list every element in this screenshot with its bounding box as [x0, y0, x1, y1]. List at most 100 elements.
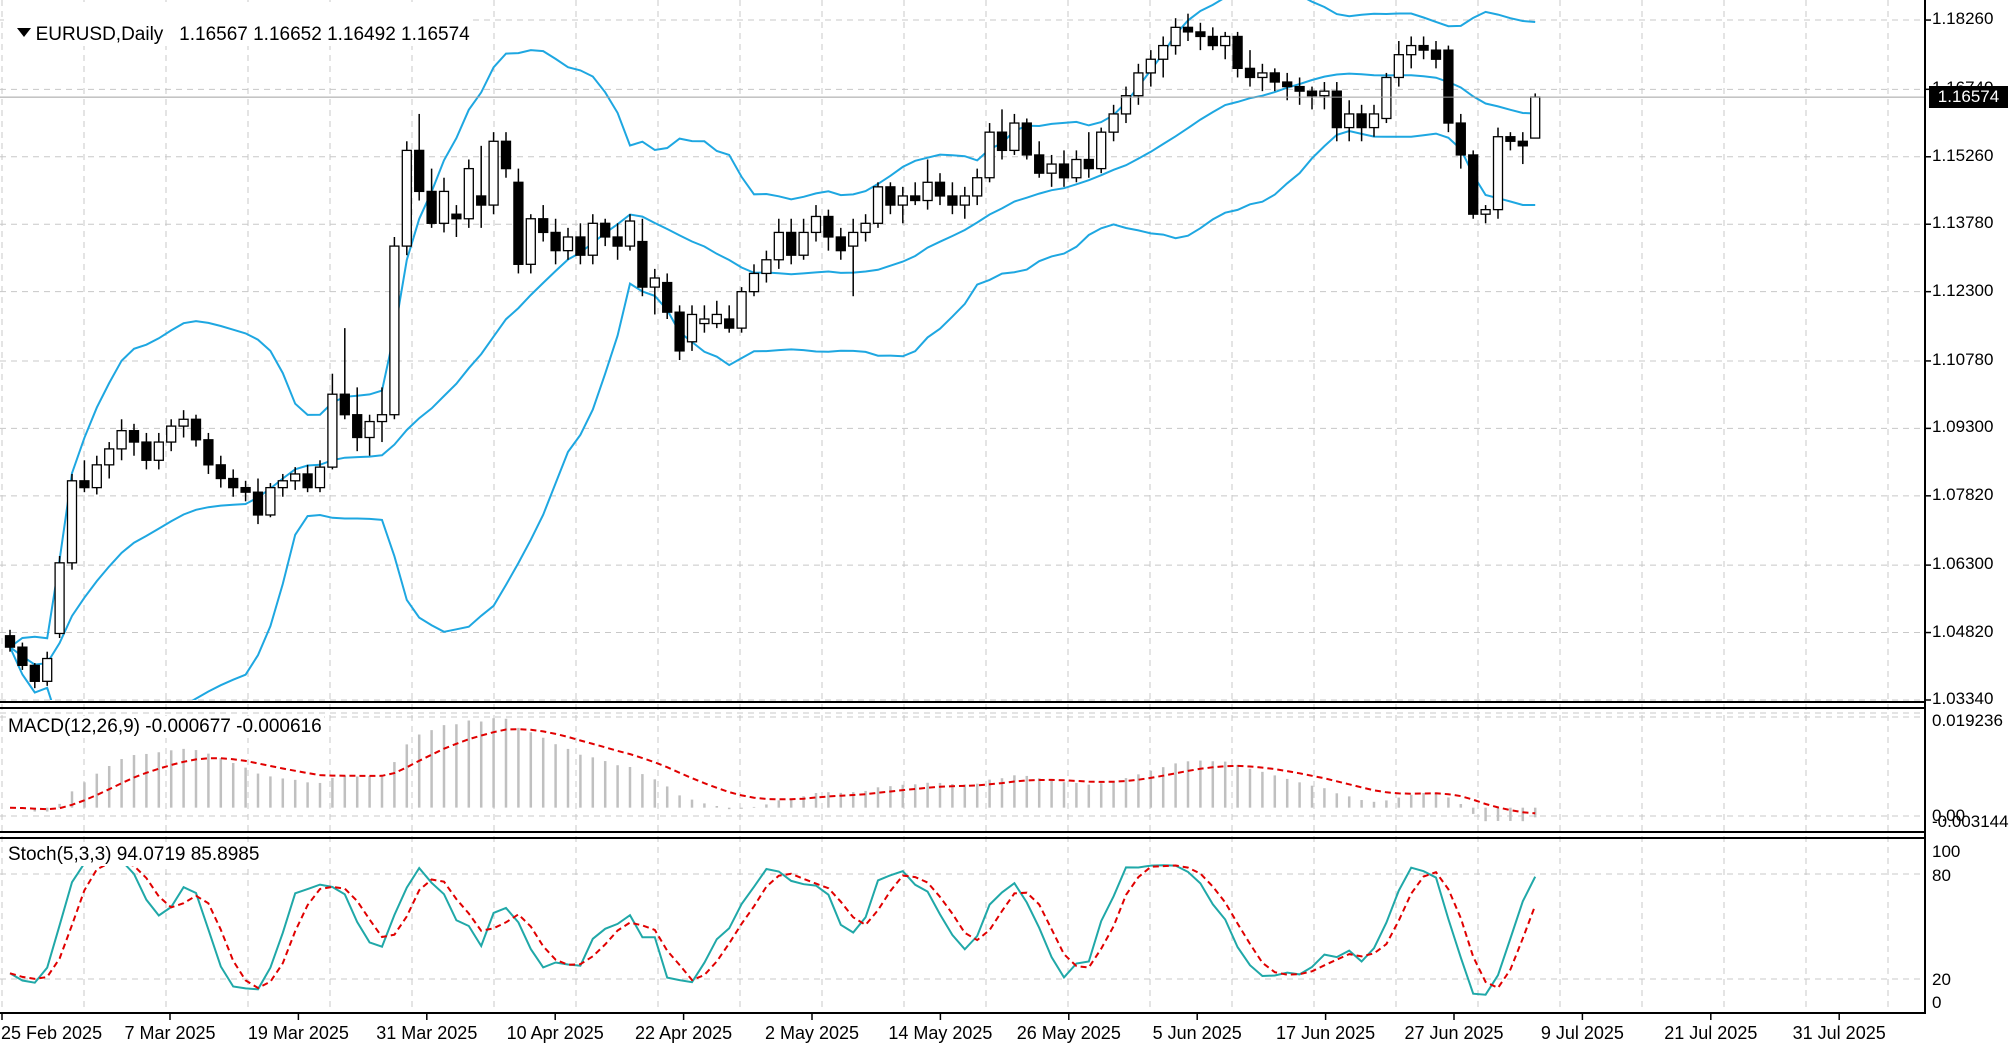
symbol-dropdown-icon[interactable]: [16, 28, 31, 38]
candle-122: [1517, 132, 1528, 165]
candle-116: [1443, 45, 1454, 133]
time-label-1: 7 Mar 2025: [124, 1023, 216, 1043]
macd-signal-line: [9, 728, 1536, 815]
price-label-4: 1.12300: [1932, 280, 1994, 300]
candle-44: [550, 218, 561, 265]
candle-70: [872, 182, 884, 228]
candle-113: [1406, 36, 1417, 69]
candle-35: [438, 177, 450, 233]
candle-83: [1034, 141, 1045, 178]
candle-5: [66, 473, 78, 570]
candle-98: [1220, 31, 1231, 60]
time-label-5: 22 Apr 2025: [635, 1023, 733, 1043]
candle-95: [1182, 13, 1194, 42]
price-label-10: 1.03340: [1932, 689, 1994, 708]
candle-23: [290, 467, 301, 490]
candle-54: [674, 305, 685, 361]
candle-6: [79, 460, 90, 493]
candle-41: [513, 168, 524, 274]
candle-64: [798, 218, 809, 260]
candle-36: [451, 205, 462, 237]
candle-2: [29, 663, 40, 689]
symbol-label: EURUSD,Daily: [35, 24, 164, 45]
candle-97: [1207, 27, 1218, 51]
time-label-4: 10 Apr 2025: [506, 1023, 604, 1043]
candle-120: [1492, 127, 1504, 219]
price-label-5: 1.10780: [1932, 349, 1994, 369]
candle-69: [860, 214, 871, 242]
candle-117: [1455, 113, 1466, 169]
candle-114: [1418, 36, 1429, 60]
time-label-3: 31 Mar 2025: [376, 1023, 478, 1043]
candle-39: [488, 132, 499, 215]
candle-67: [835, 227, 846, 260]
candle-48: [600, 218, 611, 247]
price-label-2: 1.15260: [1932, 145, 1994, 165]
time-label-12: 9 Jul 2025: [1540, 1023, 1624, 1043]
candle-29: [364, 414, 375, 456]
candle-79: [984, 123, 995, 183]
candle-11: [141, 432, 152, 470]
price-label-7: 1.07820: [1932, 484, 1994, 504]
candle-18: [228, 469, 239, 497]
candle-37: [463, 159, 474, 228]
candle-22: [277, 473, 288, 497]
candle-81: [1009, 113, 1020, 155]
stoch-scale-0: 0: [1932, 993, 1942, 1012]
candle-93: [1158, 36, 1169, 78]
time-label-7: 14 May 2025: [888, 1023, 993, 1043]
candle-87: [1083, 132, 1094, 178]
candle-24: [302, 464, 313, 493]
candle-17: [215, 455, 226, 488]
candle-3: [42, 651, 53, 686]
candle-43: [538, 205, 549, 242]
price-label-8: 1.06300: [1932, 554, 1994, 574]
candle-96: [1195, 22, 1206, 51]
candle-123: [1530, 93, 1541, 139]
candle-71: [885, 182, 896, 215]
bb-upper: [9, 0, 1536, 648]
candle-14: [178, 410, 189, 438]
candle-108: [1344, 100, 1355, 142]
chart-header: EURUSD,Daily 1.16567 1.16652 1.16492 1.1…: [4, 2, 472, 46]
candle-49: [612, 223, 623, 260]
candle-4: [54, 555, 65, 639]
candle-7: [91, 455, 102, 495]
candle-82: [1021, 118, 1032, 160]
candle-34: [426, 168, 437, 228]
price-label-3: 1.13780: [1932, 213, 1994, 233]
time-label-10: 17 Jun 2025: [1276, 1023, 1376, 1043]
candle-86: [1071, 150, 1082, 183]
candle-53: [662, 273, 673, 320]
candle-105: [1306, 86, 1318, 110]
candle-21: [265, 483, 276, 518]
candle-60: [748, 264, 760, 297]
candle-72: [897, 186, 908, 224]
candle-115: [1430, 41, 1442, 69]
candle-32: [401, 141, 412, 256]
ohlc-readout: 1.16567 1.16652 1.16492 1.16574: [179, 24, 470, 45]
candle-107: [1331, 82, 1342, 142]
candle-89: [1108, 104, 1119, 142]
stoch-scale-20: 20: [1932, 970, 1951, 989]
bb-middle: [9, 72, 1536, 666]
candle-16: [203, 432, 214, 474]
candle-74: [922, 159, 933, 210]
time-label-2: 19 Mar 2025: [247, 1023, 349, 1043]
candle-12: [153, 432, 164, 470]
candle-55: [686, 305, 698, 351]
candles: [0, 13, 1925, 689]
candle-109: [1356, 104, 1367, 142]
candle-56: [699, 305, 710, 333]
candle-33: [414, 113, 425, 201]
candle-63: [786, 218, 797, 265]
candle-27: [339, 328, 350, 420]
candle-68: [848, 218, 859, 297]
candle-77: [959, 186, 970, 219]
time-label-11: 27 Jun 2025: [1404, 1023, 1504, 1043]
macd-scale-min: -0.003144: [1932, 812, 2009, 831]
candle-59: [736, 287, 747, 333]
price-label-9: 1.04820: [1932, 621, 1994, 641]
candle-52: [649, 268, 660, 315]
